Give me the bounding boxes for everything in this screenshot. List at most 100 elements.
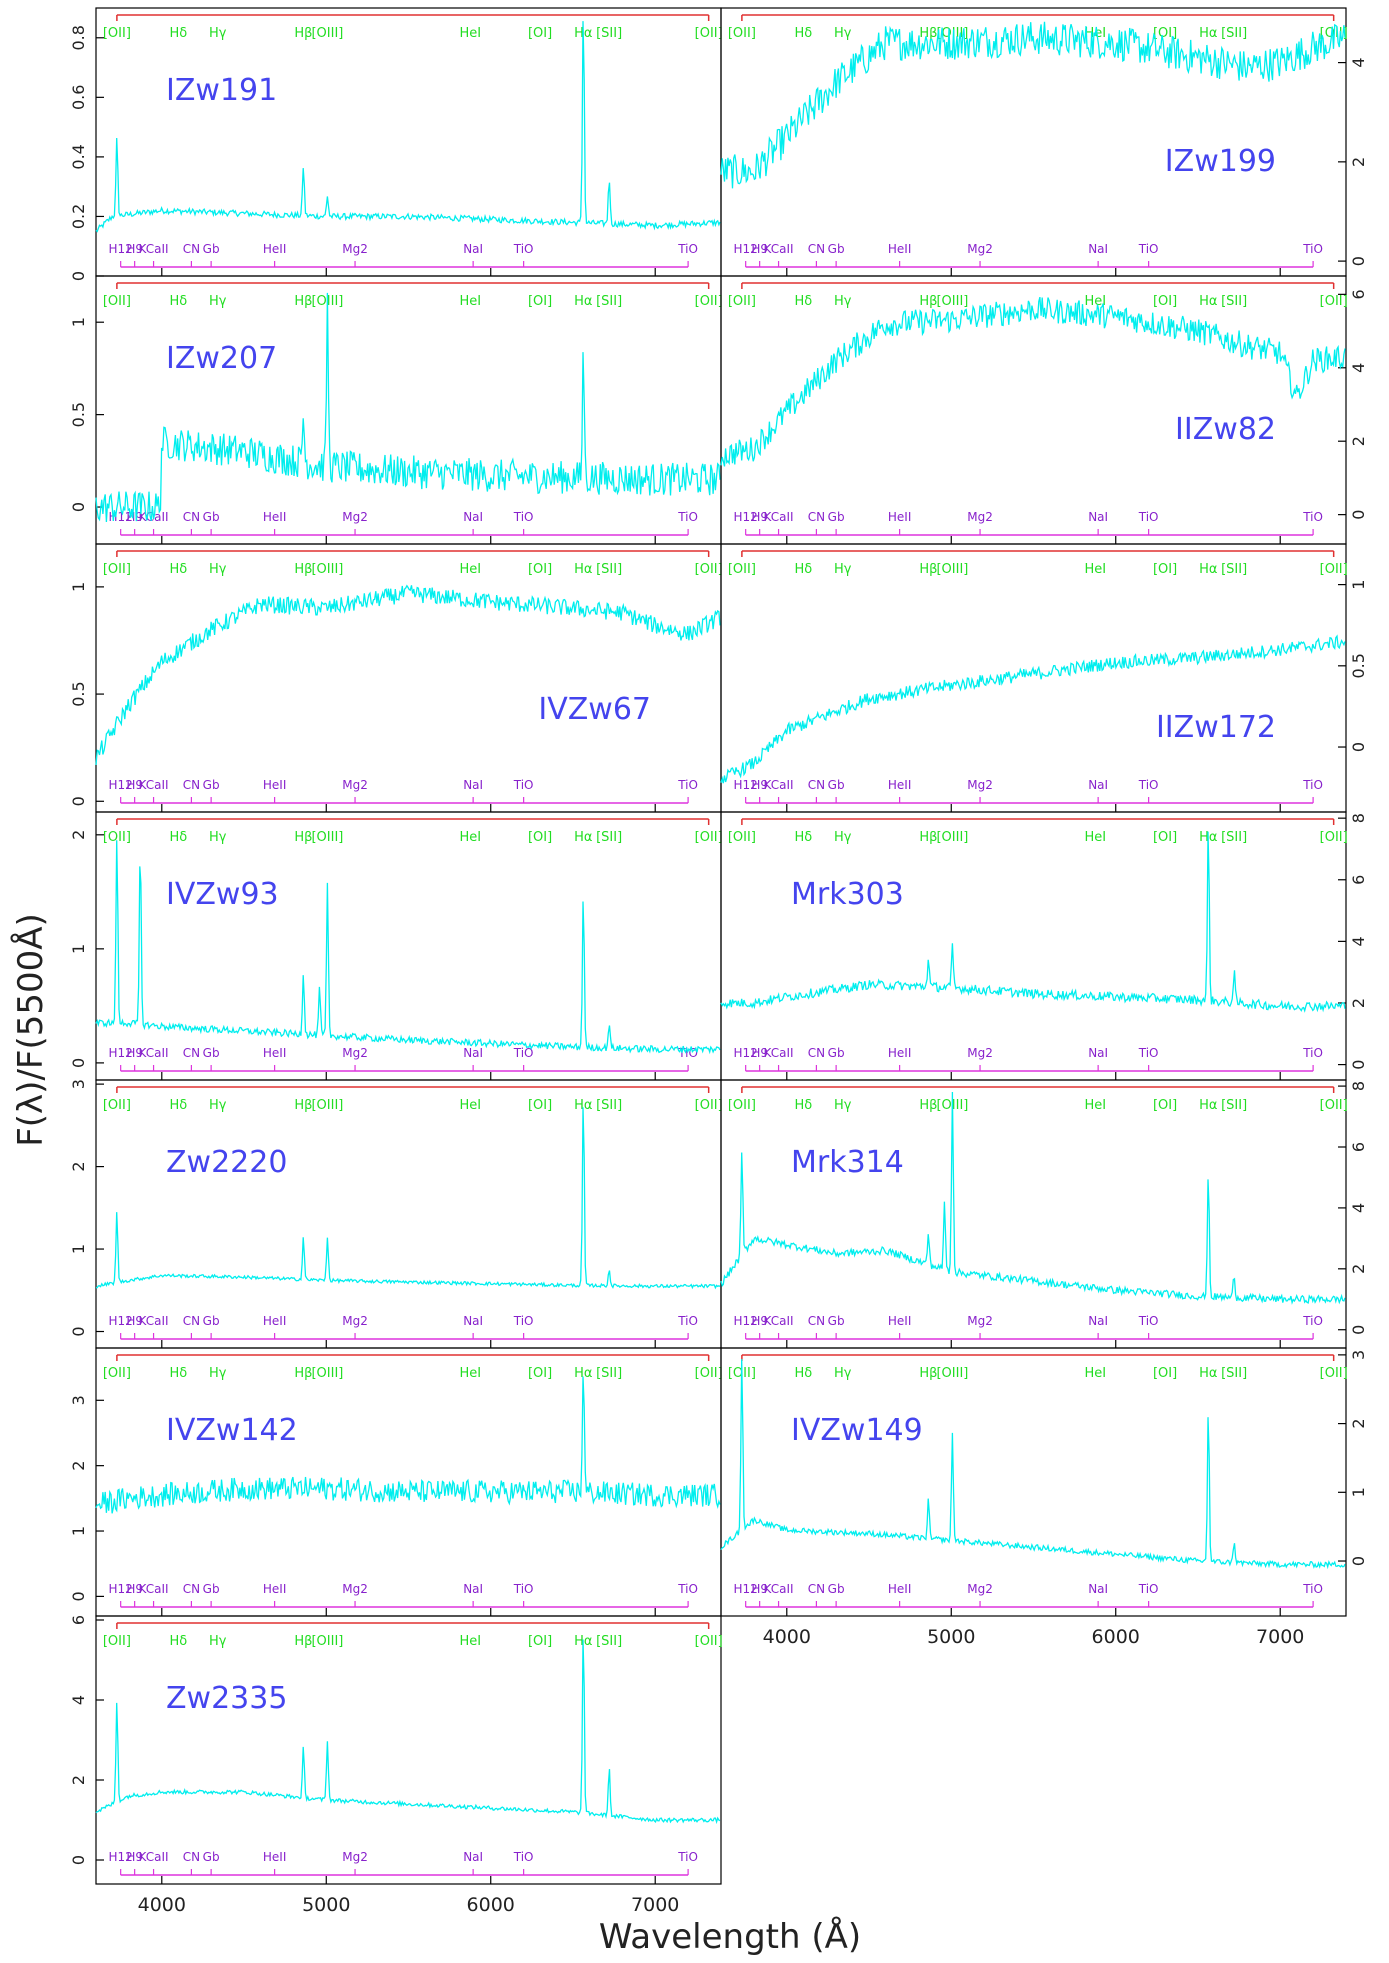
panel-frame [720,543,1347,813]
emission-line-label: Hγ [834,294,852,309]
absorption-line-label: NaI [463,510,483,524]
absorption-line-label: KCaII [764,778,794,792]
emission-line-label: [OI] [528,562,552,577]
absorption-line-label: TiO [677,1582,698,1596]
spectrum-panel: [OII] Hδ Hγ Hβ [OIII] HeI [OI] Hα [SII] [OII]H12H… [69,1347,723,1617]
absorption-line-label: Mg2 [342,1850,368,1864]
emission-line-label: [SII] [596,26,622,41]
emission-line-label: [OI] [528,1366,552,1381]
y-tick-label: 2 [1349,157,1368,167]
y-tick-label: 4 [1349,936,1368,946]
emission-line-label: [OI] [1153,1098,1177,1113]
absorption-line-label: KCaII [139,1582,169,1596]
emission-line-label: [OI] [1153,1366,1177,1381]
spectrum-line [95,1376,721,1514]
emission-line-label: Hγ [834,1098,852,1113]
absorption-line-label: CN [183,242,200,256]
spectrum-line [95,1639,721,1825]
emission-line-label: [SII] [1221,26,1247,41]
emission-line-label: [SII] [1221,562,1247,577]
y-tick-label: 0 [69,1058,88,1068]
absorption-line-label: Mg2 [342,1582,368,1596]
emission-line-label: Hβ [919,1366,937,1381]
emission-line-label: HeI [1085,294,1107,309]
absorption-line-label: CN [808,1314,825,1328]
emission-line-label: Hδ [795,294,813,309]
absorption-line-label: NaI [463,1850,483,1864]
emission-line-label: [OIII] [311,562,343,577]
emission-line-label: Hγ [209,1366,227,1381]
emission-line-label: [OIII] [936,294,968,309]
absorption-line-label: HeII [888,778,911,792]
absorption-line-label: Mg2 [342,242,368,256]
absorption-line-label: H12 [734,510,758,524]
panel-frame [720,7,1347,277]
absorption-line-label: KCaII [139,778,169,792]
absorption-line-label: TiO [513,1850,534,1864]
absorption-line-label: TiO [513,242,534,256]
absorption-line-label: TiO [1302,778,1323,792]
emission-line-label: [OII] [695,1366,723,1381]
absorption-line-label: NaI [463,1046,483,1060]
absorption-line-label: Mg2 [967,242,993,256]
absorption-line-label: TiO [513,1314,534,1328]
y-tick-label: 1 [69,582,88,592]
emission-line-label: Hγ [209,1634,227,1649]
panel-frame [720,1079,1347,1349]
absorption-line-label: HeII [263,1582,286,1596]
absorption-line-label: NaI [1088,1046,1108,1060]
x-tick-label: 6000 [467,1894,515,1916]
absorption-line-label: Gb [203,510,220,524]
emission-line-label: [OII] [728,26,756,41]
absorption-line-label: TiO [677,1850,698,1864]
emission-line-label: Hγ [209,1098,227,1113]
emission-line-label: [OII] [695,830,723,845]
emission-line-label: [OII] [728,562,756,577]
y-tick-label: 8 [1349,1081,1368,1091]
y-tick-label: 2 [69,1775,88,1785]
emission-line-label: Hα [574,294,592,309]
emission-line-label: Hγ [209,562,227,577]
emission-line-label: [OII] [695,26,723,41]
absorption-line-label: NaI [463,1314,483,1328]
absorption-line-label: Mg2 [967,510,993,524]
absorption-line-label: KCaII [139,1046,169,1060]
absorption-line-label: TiO [677,778,698,792]
emission-line-label: [OI] [528,26,552,41]
y-tick-label: 2 [1349,1264,1368,1274]
absorption-line-label: H12 [734,778,758,792]
galaxy-name: IZw191 [166,73,277,108]
emission-line-label: Hβ [919,294,937,309]
panel-frame [720,811,1347,1081]
emission-line-label: Hβ [294,1366,312,1381]
emission-line-label: [OII] [695,294,723,309]
emission-line-label: Hδ [795,562,813,577]
absorption-line-label: H9 [751,510,768,524]
absorption-line-label: TiO [1302,1046,1323,1060]
absorption-line-label: H12 [109,1314,133,1328]
absorption-line-label: H9 [126,1850,143,1864]
absorption-line-label: H12 [734,1582,758,1596]
y-tick-label: 0.5 [69,402,88,427]
absorption-line-label: CN [808,510,825,524]
y-tick-label: 0 [1349,256,1368,266]
absorption-line-label: H9 [751,1582,768,1596]
spectrum-line [720,634,1346,784]
emission-line-label: [OI] [528,1098,552,1113]
emission-line-label: [OII] [728,1098,756,1113]
emission-line-label: Hα [1199,294,1217,309]
absorption-line-label: TiO [677,510,698,524]
galaxy-name: IVZw67 [538,692,651,727]
absorption-line-label: TiO [1138,510,1159,524]
emission-line-label: Hδ [170,1098,188,1113]
emission-line-label: [OII] [728,294,756,309]
y-tick-label: 2 [1349,998,1368,1008]
absorption-line-label: HeII [263,510,286,524]
absorption-line-label: Mg2 [342,510,368,524]
y-tick-label: 0 [1349,510,1368,520]
x-tick-label: 4000 [763,1626,811,1648]
emission-line-label: [OIII] [311,830,343,845]
emission-line-label: Hβ [919,26,937,41]
absorption-line-label: CN [183,1850,200,1864]
